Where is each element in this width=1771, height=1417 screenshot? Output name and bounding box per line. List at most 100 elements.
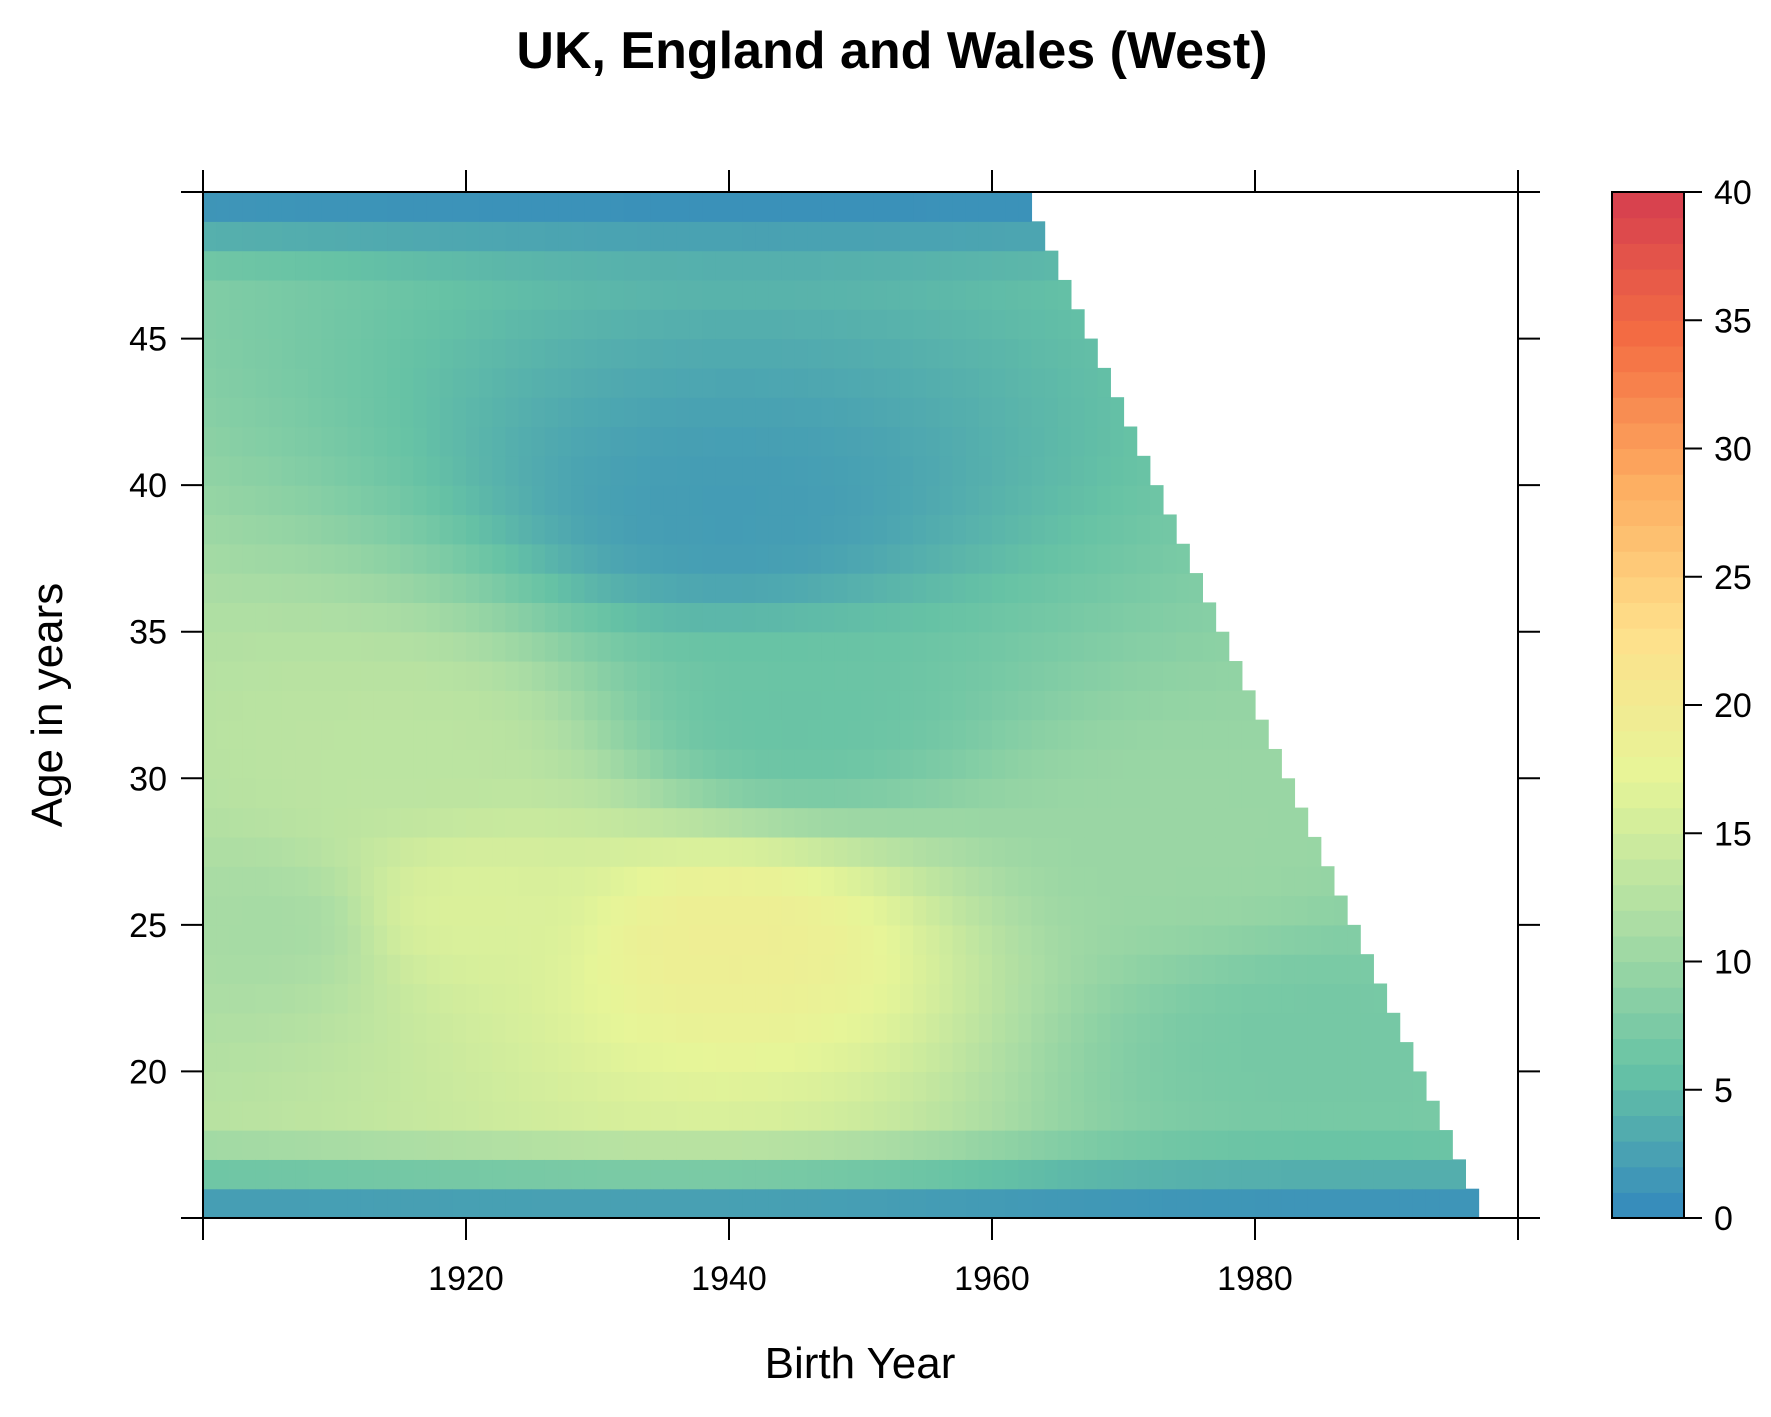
heatmap-cell [531, 836, 546, 867]
heatmap-cell [1110, 485, 1125, 516]
heatmap-cell [729, 367, 743, 398]
heatmap-cell [466, 485, 480, 516]
heatmap-cell [821, 661, 835, 691]
heatmap-cell [965, 778, 980, 809]
heatmap-cell [1018, 250, 1033, 281]
heatmap-cell [518, 1159, 533, 1190]
heatmap-cell [781, 748, 796, 779]
heatmap-cell [1136, 1012, 1151, 1043]
heatmap-cell [952, 690, 967, 721]
heatmap-cell [1031, 279, 1046, 310]
heatmap-cell [610, 1071, 625, 1102]
heatmap-cell [229, 690, 244, 721]
heatmap-cell [715, 514, 730, 545]
heatmap-cell [913, 602, 927, 633]
heatmap-cell [479, 1100, 493, 1131]
heatmap-cell [992, 192, 1006, 222]
heatmap-cell [1189, 954, 1203, 985]
heatmap-cell [308, 1100, 322, 1131]
heatmap-cell [873, 1071, 888, 1102]
heatmap-cell [1005, 661, 1019, 691]
heatmap-cell [426, 192, 441, 222]
heatmap-cell [1123, 1188, 1138, 1219]
heatmap-cell [1044, 543, 1059, 574]
heatmap-cell [834, 661, 848, 691]
heatmap-cell [1202, 748, 1217, 779]
heatmap-cell [229, 514, 244, 545]
heatmap-cell [1176, 661, 1190, 691]
heatmap-cell [834, 455, 848, 486]
heatmap-cell [413, 485, 428, 516]
heatmap-cell [203, 279, 217, 310]
heatmap-cell [781, 1130, 796, 1160]
heatmap-cell [1320, 1159, 1335, 1190]
heatmap-cell [847, 602, 862, 633]
heatmap-cell [492, 602, 507, 633]
heatmap-cell [466, 778, 480, 809]
heatmap-cell [1031, 514, 1046, 545]
heatmap-cell [439, 807, 454, 838]
heatmap-cell [268, 279, 283, 310]
heatmap-cell [781, 309, 796, 340]
heatmap-cell [281, 954, 296, 985]
heatmap-cell [334, 455, 349, 486]
heatmap-cell [216, 1042, 230, 1073]
heatmap-cell [373, 367, 388, 398]
heatmap-cell [439, 1042, 454, 1073]
heatmap-cell [742, 543, 756, 574]
heatmap-cell [597, 192, 612, 222]
heatmap-cell [242, 836, 257, 867]
heatmap-cell [768, 250, 783, 281]
heatmap-cell [939, 1042, 954, 1073]
heatmap-cell [255, 573, 270, 603]
heatmap-cell [1189, 1188, 1203, 1219]
heatmap-cell [781, 719, 796, 750]
heatmap-cell [452, 1100, 467, 1131]
heatmap-cell [965, 221, 980, 252]
heatmap-cell [308, 1071, 322, 1102]
heatmap-cell [768, 338, 783, 369]
heatmap-cell [729, 1042, 743, 1073]
heatmap-cell [650, 367, 664, 398]
heatmap-cell [466, 221, 480, 252]
heatmap-cell [334, 397, 349, 428]
heatmap-cell [1176, 983, 1190, 1014]
heatmap-cell [518, 983, 533, 1014]
heatmap-cell [466, 514, 480, 545]
heatmap-cell [992, 397, 1006, 428]
heatmap-cell [268, 426, 283, 457]
heatmap-cell [531, 221, 546, 252]
heatmap-cell [1294, 866, 1309, 897]
heatmap-cell [347, 367, 362, 398]
heatmap-cell [834, 279, 848, 310]
heatmap-cell [965, 367, 980, 398]
heatmap-cell [255, 1188, 270, 1219]
heatmap-cell [373, 543, 388, 574]
heatmap-cell [623, 1159, 638, 1190]
heatmap-cell [1005, 1130, 1019, 1160]
heatmap-cell [531, 543, 546, 574]
heatmap-cell [492, 514, 507, 545]
heatmap-cell [531, 602, 546, 633]
heatmap-cell [544, 279, 559, 310]
heatmap-cell [781, 690, 796, 721]
heatmap-cell [439, 279, 454, 310]
heatmap-cell [715, 1100, 730, 1131]
heatmap-cell [347, 455, 362, 486]
heatmap-cell [360, 1012, 375, 1043]
heatmap-cell [610, 338, 625, 369]
heatmap-cell [807, 1159, 822, 1190]
heatmap-cell [899, 602, 914, 633]
heatmap-cell [834, 192, 848, 222]
colorbar-swatch [1612, 217, 1684, 244]
heatmap-cell [1439, 1188, 1453, 1219]
heatmap-cell [847, 983, 862, 1014]
heatmap-cell [1018, 514, 1033, 545]
heatmap-cell [702, 690, 717, 721]
heatmap-cell [847, 866, 862, 897]
heatmap-cell [360, 397, 375, 428]
heatmap-cell [203, 954, 217, 985]
heatmap-cell [1136, 631, 1151, 662]
heatmap-cell [755, 250, 770, 281]
heatmap-cell [965, 895, 980, 926]
